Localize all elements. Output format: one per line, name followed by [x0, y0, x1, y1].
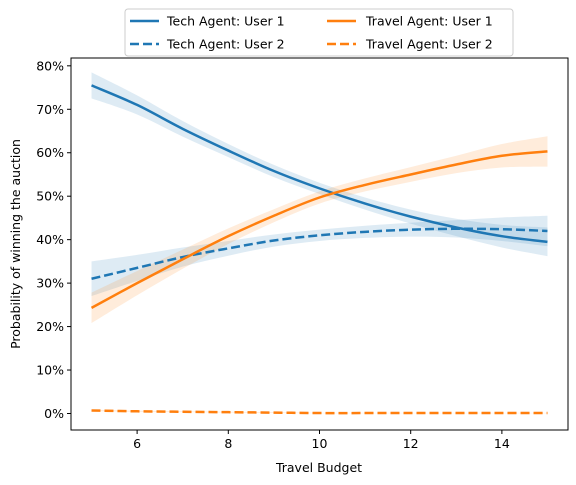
- x-tick-label: 14: [494, 436, 510, 451]
- line-travel-agent-user-2: [91, 409, 548, 415]
- x-tick-label: 8: [224, 436, 232, 451]
- y-axis-ticks: 0% 10% 20% 30% 40% 50% 60% 70% 80%: [36, 58, 71, 421]
- y-tick-label: 60%: [36, 145, 64, 160]
- y-tick-label: 40%: [36, 232, 64, 247]
- y-tick-label: 70%: [36, 102, 64, 117]
- band-tech-agent-user-2: [91, 215, 548, 297]
- line-tech-agent-user-1: [91, 84, 548, 244]
- y-tick-label: 30%: [36, 276, 64, 291]
- y-tick-label: 80%: [36, 58, 64, 73]
- x-tick-label: 10: [312, 436, 328, 451]
- legend-label-tech-user-2: Tech Agent: User 2: [166, 37, 285, 52]
- legend: Tech Agent: User 1 Tech Agent: User 2 Tr…: [124, 8, 514, 57]
- legend-box: [124, 8, 514, 57]
- y-tick-label: 20%: [36, 319, 64, 334]
- series-lines: [90, 84, 548, 415]
- x-axis-label: Travel Budget: [275, 460, 362, 475]
- confidence-bands: [91, 72, 548, 414]
- y-tick-label: 50%: [36, 189, 64, 204]
- y-axis-label: Probability of winning the auction: [8, 139, 23, 349]
- legend-label-tech-user-1: Tech Agent: User 1: [166, 14, 285, 29]
- band-tech-agent-user-1: [91, 72, 548, 257]
- x-axis-ticks: 6 8 10 12 14: [133, 430, 510, 451]
- line-travel-agent-user-1: [90, 150, 548, 309]
- band-travel-agent-user-2: [91, 409, 548, 414]
- legend-label-travel-user-1: Travel Agent: User 1: [365, 14, 493, 29]
- x-tick-label: 12: [403, 436, 419, 451]
- y-tick-label: 0%: [44, 406, 64, 421]
- line-tech-agent-user-2: [91, 227, 548, 280]
- x-tick-label: 6: [133, 436, 141, 451]
- legend-label-travel-user-2: Travel Agent: User 2: [365, 37, 493, 52]
- y-tick-label: 10%: [36, 363, 64, 378]
